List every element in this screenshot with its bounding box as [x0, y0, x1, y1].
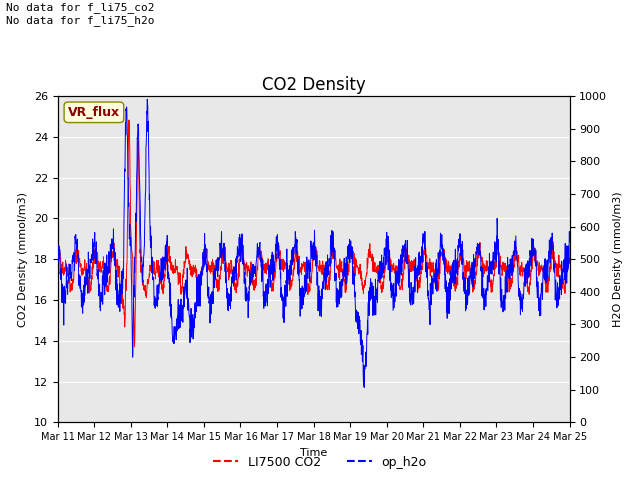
Legend: LI7500 CO2, op_h2o: LI7500 CO2, op_h2o: [209, 451, 431, 474]
Title: CO2 Density: CO2 Density: [262, 76, 365, 95]
Text: VR_flux: VR_flux: [68, 106, 120, 119]
Y-axis label: CO2 Density (mmol/m3): CO2 Density (mmol/m3): [18, 192, 28, 327]
Y-axis label: H2O Density (mmol/m3): H2O Density (mmol/m3): [613, 192, 623, 327]
Text: No data for f_li75_co2
No data for f_li75_h2o: No data for f_li75_co2 No data for f_li7…: [6, 2, 155, 26]
X-axis label: Time: Time: [300, 448, 327, 457]
